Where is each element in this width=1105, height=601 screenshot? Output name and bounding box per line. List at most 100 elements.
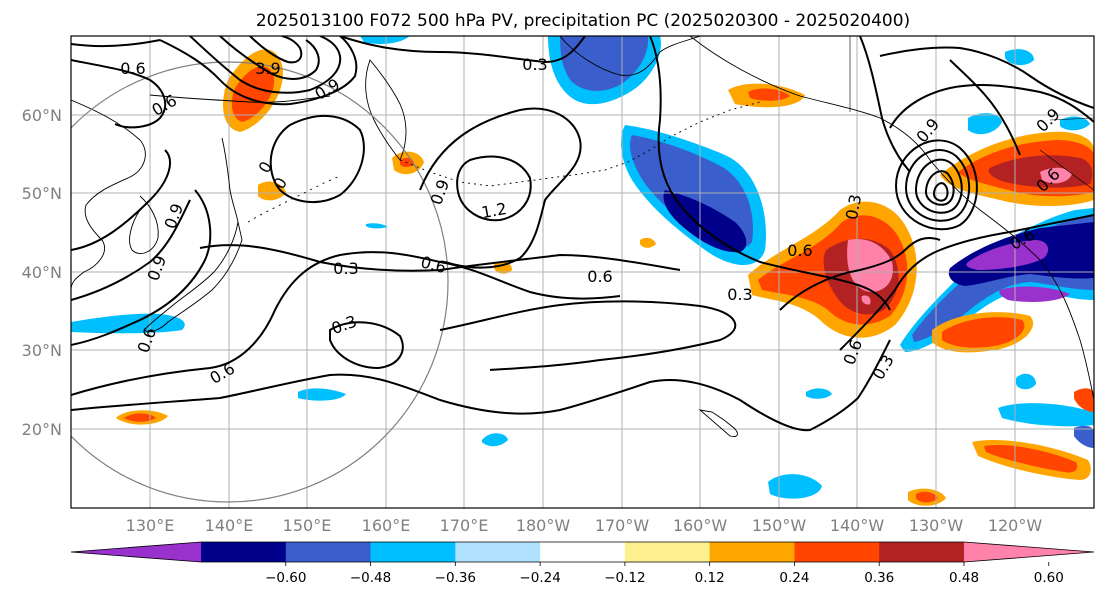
map-panel: 0.6 0.6 3.9 0.9 0.3 0 0 0.9 1.2 0.9 0.6 … (70, 35, 1095, 509)
map-title: 2025013100 F072 500 hPa PV, precipitatio… (256, 11, 910, 31)
precip-neg-sw-4 (806, 388, 832, 399)
colorbar-ticks: −0.60 −0.48 −0.36 −0.24 −0.12 0.12 0.24 0.36 0.4… (265, 562, 1064, 586)
lat-label-60n: 60°N (22, 106, 62, 125)
precip-neg-sea-1 (298, 388, 346, 401)
precip-neg-sw-3 (768, 474, 822, 499)
pv-contour-ne-top (879, 46, 1094, 109)
precip-pos-sm1 (640, 237, 656, 248)
colorbar-tick-label: −0.48 (350, 570, 391, 586)
coast-korea (129, 195, 159, 254)
colorbar-cell (285, 542, 372, 562)
contour-label: 0.3 (333, 259, 358, 278)
contour-label: 1.2 (480, 199, 508, 222)
lon-label-140e: 140°E (205, 516, 254, 535)
lon-label-180w: 180°W (516, 516, 571, 535)
colorbar-cell (201, 542, 287, 562)
colorbar-outline (70, 541, 1095, 563)
precip-neg-bering-mid (560, 36, 649, 91)
map-frame (70, 35, 1095, 509)
colorbar-cells (70, 541, 1095, 563)
contour-label: 0.3 (842, 193, 865, 221)
colorbar-cell (624, 542, 711, 562)
precip-neg-wcoast-core (966, 240, 1049, 270)
pv-contour-ring-2 (904, 149, 971, 222)
coast-asia (71, 99, 146, 291)
precip-pos-kamchatka-w-core (231, 66, 275, 122)
lon-label-140w: 140°W (830, 516, 885, 535)
pv-contour-06-nw (71, 59, 167, 129)
pv-contour-cyclone-1 (159, 36, 358, 106)
precip-neg-sw-2 (1074, 425, 1094, 448)
pv-contour-03-north (71, 36, 586, 64)
pv-contour-ridge (859, 36, 911, 173)
colorbar-tick-label: −0.36 (435, 570, 476, 586)
pv-contour-03-belt (199, 244, 681, 272)
lon-label-170e: 170°E (440, 516, 489, 535)
precip-neg-sea-3 (366, 223, 388, 229)
precip-neg-sw-5 (1016, 373, 1036, 390)
pv-contours (71, 36, 1094, 432)
colorbar-cell (879, 542, 965, 562)
precip-pos-sea-2-core (124, 413, 156, 422)
coast-borders (849, 36, 1094, 191)
contour-label: 0.3 (522, 55, 547, 74)
lon-label-120w: 120°W (988, 516, 1043, 535)
precip-neg-wcoast-core2 (999, 286, 1070, 302)
precip-neg-gulf-core (663, 190, 747, 253)
coast-alaska (559, 36, 1094, 401)
graticule (71, 36, 1094, 508)
colorbar-tick-label: 0.60 (1034, 570, 1064, 586)
precip-neg-nw-c (1060, 116, 1090, 131)
contour-label: 3.9 (255, 59, 280, 78)
colorbar-tick-label: 0.36 (864, 570, 894, 586)
lat-label-50n: 50°N (22, 184, 62, 203)
colorbar-cell (709, 542, 795, 562)
pv-contour-ring-1 (894, 139, 978, 231)
precip-pos-ne-pacific-core (847, 238, 893, 292)
pv-contour-03-small-ring (329, 321, 404, 370)
pv-contour-09-japan (71, 149, 212, 346)
latitude-labels: 60°N 50°N 40°N 30°N 20°N (22, 106, 62, 439)
lat-label-20n: 20°N (22, 420, 62, 439)
lon-label-130e: 130°E (126, 516, 175, 535)
colorbar-tick-label: −0.12 (604, 570, 645, 586)
pv-contour-cyclone-4 (249, 36, 303, 64)
coast-hawaii (698, 409, 738, 437)
contour-label: 0.6 (587, 267, 612, 286)
pv-contour-ring-5 (932, 182, 949, 202)
view-circle (71, 61, 449, 503)
precip-pos-se-corner (1074, 388, 1094, 412)
precip-pos-nw-core (1040, 167, 1072, 184)
lon-label-160w: 160°W (673, 516, 728, 535)
precip-neg-sw-1 (998, 403, 1094, 427)
precip-pos-sw-2-core (984, 444, 1078, 473)
colorbar-cell (794, 542, 880, 562)
colorbar: −0.60 −0.48 −0.36 −0.24 −0.12 0.12 0.24 0.36 0.4… (70, 541, 1095, 586)
pv-contour-09-central (419, 107, 582, 269)
precip-pos-kuril (258, 181, 286, 201)
coast-japan (143, 221, 243, 333)
contour-label: 0.6 (787, 241, 812, 260)
pv-contour-cyclone-2 (189, 36, 342, 94)
pv-contour-03-south (71, 339, 891, 432)
precip-neg-top (360, 36, 410, 44)
lon-label-130w: 130°W (909, 516, 964, 535)
precip-pos-sw-1-core (942, 317, 1025, 348)
pv-contour-06-japan (71, 199, 621, 396)
pv-contour-ne-03 (839, 214, 1094, 351)
precip-neg-sea-2 (482, 433, 508, 447)
pv-contour-0-ring (269, 114, 365, 204)
pv-contour-06-mid (439, 300, 737, 371)
contour-label: 0.3 (727, 285, 752, 304)
precip-neg-nw-a (968, 113, 1002, 135)
lat-label-30n: 30°N (22, 341, 62, 360)
pv-contour-12-ring (456, 155, 532, 222)
precip-pos-sm2-core (916, 491, 938, 503)
colorbar-extend-high (964, 542, 1094, 562)
lon-label-160e: 160°E (362, 516, 411, 535)
lat-label-40n: 40°N (22, 263, 62, 282)
coastlines (71, 36, 1094, 437)
coast-okhotsk (149, 94, 331, 103)
coast-sakhalin (221, 137, 239, 223)
pv-contour-ring-3 (914, 158, 963, 214)
